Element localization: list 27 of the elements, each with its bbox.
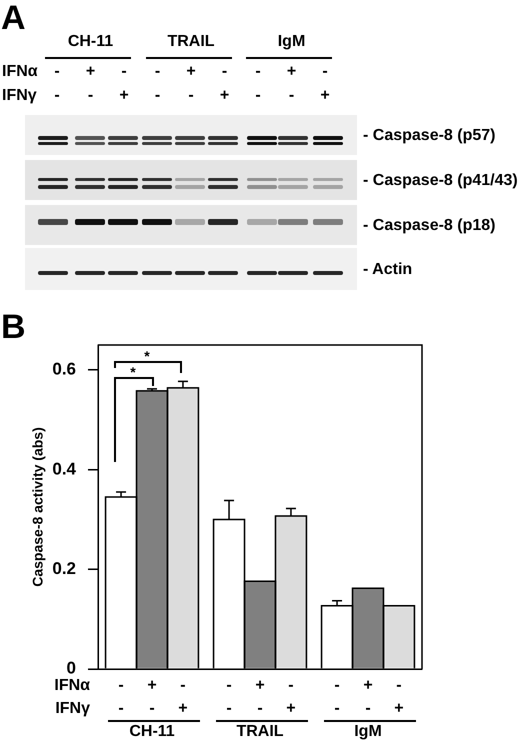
y-axis-title: Caspase-8 activity (abs): [29, 427, 46, 587]
y-tick-label: 0.2: [52, 558, 76, 578]
x-tick-label: IgM: [354, 723, 382, 740]
x-tick-label: TRAIL: [236, 723, 284, 740]
text: IFNγ: [2, 86, 37, 104]
category-label: IgM: [278, 32, 306, 51]
y-tick-label: 0: [66, 658, 76, 678]
annotation: *: [130, 364, 136, 380]
annotation: *: [144, 348, 150, 364]
text: - Actin: [363, 260, 412, 278]
text: IFNα: [54, 676, 90, 694]
text: - - + - - + - - +: [118, 700, 404, 716]
text: - + - - + - - + -: [118, 676, 402, 694]
category-label: TRAIL: [167, 32, 215, 51]
category-label: CH-11: [68, 32, 114, 51]
x-tick-label: CH-11: [129, 723, 175, 740]
text: IFNγ: [55, 698, 90, 718]
text: IFNα: [2, 62, 38, 80]
y-tick-label: 0.6: [52, 360, 76, 379]
chart-title: B: [1, 308, 26, 346]
text: A: [1, 0, 26, 37]
text: - + - - + - - + -: [54, 62, 328, 80]
y-tick-label: 0.4: [52, 459, 77, 478]
text: - Caspase-8 (p41/43): [363, 170, 518, 190]
text: - Caspase-8 (p18): [363, 216, 496, 234]
text: - Caspase-8 (p57): [363, 126, 496, 144]
text: - - + - - + - - +: [54, 86, 330, 104]
